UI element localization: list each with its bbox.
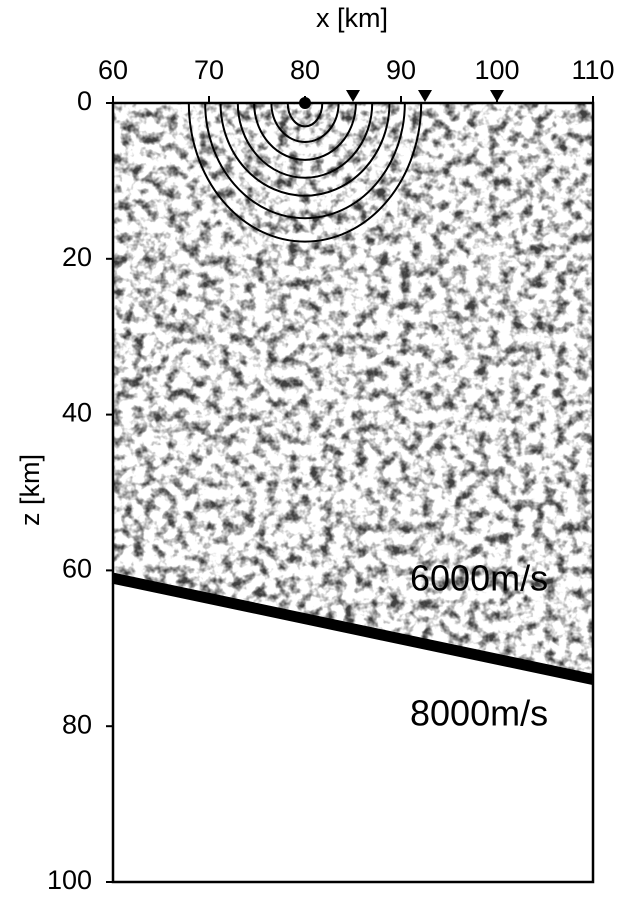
x-tick-label: 110 xyxy=(571,55,614,85)
wavefront xyxy=(270,102,340,143)
x-tick-label: 70 xyxy=(194,55,224,85)
y-tick-label: 0 xyxy=(77,86,92,116)
x-tick-label: 90 xyxy=(386,55,416,85)
y-tick-label: 60 xyxy=(62,554,92,584)
receiver xyxy=(346,90,360,102)
y-tick-label: 40 xyxy=(62,398,92,428)
wavefront xyxy=(219,102,391,197)
wavefront xyxy=(286,102,324,128)
x-tick-label: 100 xyxy=(474,55,519,85)
interface xyxy=(111,572,595,685)
annotation: 6000m/s xyxy=(410,558,548,599)
y-tick-label: 20 xyxy=(62,242,92,272)
y-axis-label: z [km] xyxy=(15,454,45,526)
x-tick-label: 60 xyxy=(98,55,128,85)
wavefront xyxy=(236,102,374,179)
source xyxy=(299,97,311,109)
x-axis-label: x [km] xyxy=(316,3,388,33)
wavefront xyxy=(187,102,423,243)
wavefront xyxy=(204,102,406,220)
heterogeneous-layer xyxy=(113,103,593,680)
y-tick-label: 100 xyxy=(47,865,92,895)
wavefront xyxy=(253,102,357,161)
receiver xyxy=(418,90,432,102)
x-tick-label: 80 xyxy=(290,55,320,85)
receiver xyxy=(490,90,504,102)
y-tick-label: 80 xyxy=(62,709,92,739)
plot-frame xyxy=(111,101,595,884)
annotation: 8000m/s xyxy=(410,693,548,734)
